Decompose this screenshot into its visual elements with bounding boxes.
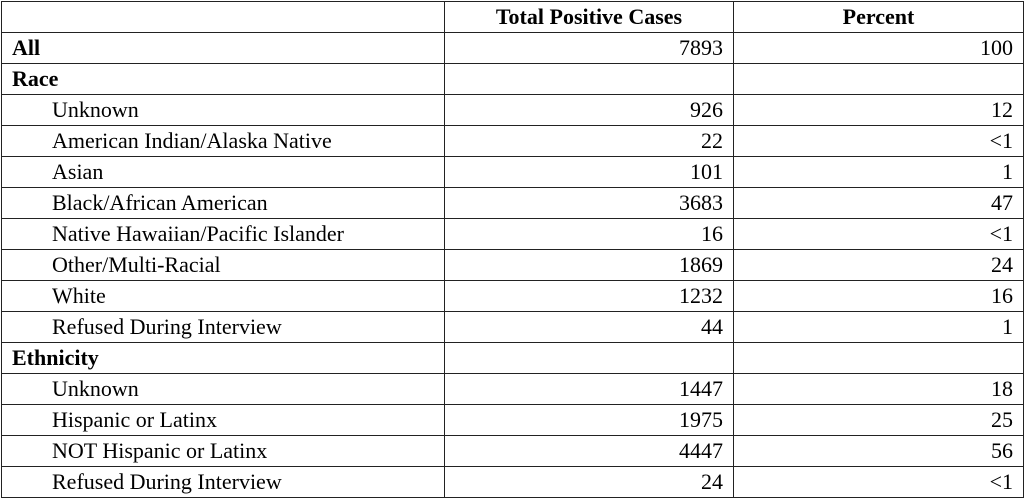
cases-cell: 7893 bbox=[444, 32, 734, 64]
row-label: Unknown bbox=[1, 94, 445, 126]
percent-cell: 1 bbox=[733, 156, 1024, 188]
cases-cell: 101 bbox=[444, 156, 734, 188]
empty-cell bbox=[733, 342, 1024, 374]
cases-cell: 24 bbox=[444, 466, 734, 498]
empty-cell bbox=[444, 342, 734, 374]
cases-cell: 1232 bbox=[444, 280, 734, 312]
row-label: Refused During Interview bbox=[1, 466, 445, 498]
section-title: Race bbox=[1, 63, 445, 95]
row-label: Hispanic or Latinx bbox=[1, 404, 445, 436]
table-row: Hispanic or Latinx 1975 25 bbox=[1, 404, 1024, 436]
percent-cell: 24 bbox=[733, 249, 1024, 281]
header-row: Total Positive Cases Percent bbox=[1, 1, 1024, 33]
cases-cell: 3683 bbox=[444, 187, 734, 219]
section-row: Ethnicity bbox=[1, 342, 1024, 374]
cases-cell: 1869 bbox=[444, 249, 734, 281]
table-row: Asian 101 1 bbox=[1, 156, 1024, 188]
header-cell bbox=[1, 1, 445, 33]
section-title: Ethnicity bbox=[1, 342, 445, 374]
cases-cell: 22 bbox=[444, 125, 734, 157]
cases-cell: 44 bbox=[444, 311, 734, 343]
row-label: Black/African American bbox=[1, 187, 445, 219]
row-label: Other/Multi-Racial bbox=[1, 249, 445, 281]
table-row: Refused During Interview 24 <1 bbox=[1, 466, 1024, 498]
row-label: White bbox=[1, 280, 445, 312]
row-label: All bbox=[1, 32, 445, 64]
row-label: Native Hawaiian/Pacific Islander bbox=[1, 218, 445, 250]
percent-cell: 18 bbox=[733, 373, 1024, 405]
cases-cell: 16 bbox=[444, 218, 734, 250]
cases-cell: 926 bbox=[444, 94, 734, 126]
row-label: Asian bbox=[1, 156, 445, 188]
row-label: NOT Hispanic or Latinx bbox=[1, 435, 445, 467]
empty-cell bbox=[444, 63, 734, 95]
table-row: Other/Multi-Racial 1869 24 bbox=[1, 249, 1024, 281]
header-cell: Percent bbox=[733, 1, 1024, 33]
table-row: American Indian/Alaska Native 22 <1 bbox=[1, 125, 1024, 157]
percent-cell: 25 bbox=[733, 404, 1024, 436]
header-cell: Total Positive Cases bbox=[444, 1, 734, 33]
table-row: White 1232 16 bbox=[1, 280, 1024, 312]
table-row: Refused During Interview 44 1 bbox=[1, 311, 1024, 343]
percent-cell: <1 bbox=[733, 218, 1024, 250]
row-label: Refused During Interview bbox=[1, 311, 445, 343]
cases-cell: 1447 bbox=[444, 373, 734, 405]
empty-cell bbox=[733, 63, 1024, 95]
table-row: NOT Hispanic or Latinx 4447 56 bbox=[1, 435, 1024, 467]
table-row: Native Hawaiian/Pacific Islander 16 <1 bbox=[1, 218, 1024, 250]
percent-cell: <1 bbox=[733, 125, 1024, 157]
table-row: Unknown 1447 18 bbox=[1, 373, 1024, 405]
cases-cell: 1975 bbox=[444, 404, 734, 436]
percent-cell: 16 bbox=[733, 280, 1024, 312]
table-row: Black/African American 3683 47 bbox=[1, 187, 1024, 219]
cases-cell: 4447 bbox=[444, 435, 734, 467]
table-row: Unknown 926 12 bbox=[1, 94, 1024, 126]
table-body: All 7893 100 Race Unknown 926 12 American India… bbox=[1, 32, 1024, 498]
row-label: American Indian/Alaska Native bbox=[1, 125, 445, 157]
percent-cell: 12 bbox=[733, 94, 1024, 126]
row-label: Unknown bbox=[1, 373, 445, 405]
percent-cell: 1 bbox=[733, 311, 1024, 343]
percent-cell: 47 bbox=[733, 187, 1024, 219]
percent-cell: 56 bbox=[733, 435, 1024, 467]
section-row: Race bbox=[1, 63, 1024, 95]
table-row: All 7893 100 bbox=[1, 32, 1024, 64]
percent-cell: 100 bbox=[733, 32, 1024, 64]
percent-cell: <1 bbox=[733, 466, 1024, 498]
